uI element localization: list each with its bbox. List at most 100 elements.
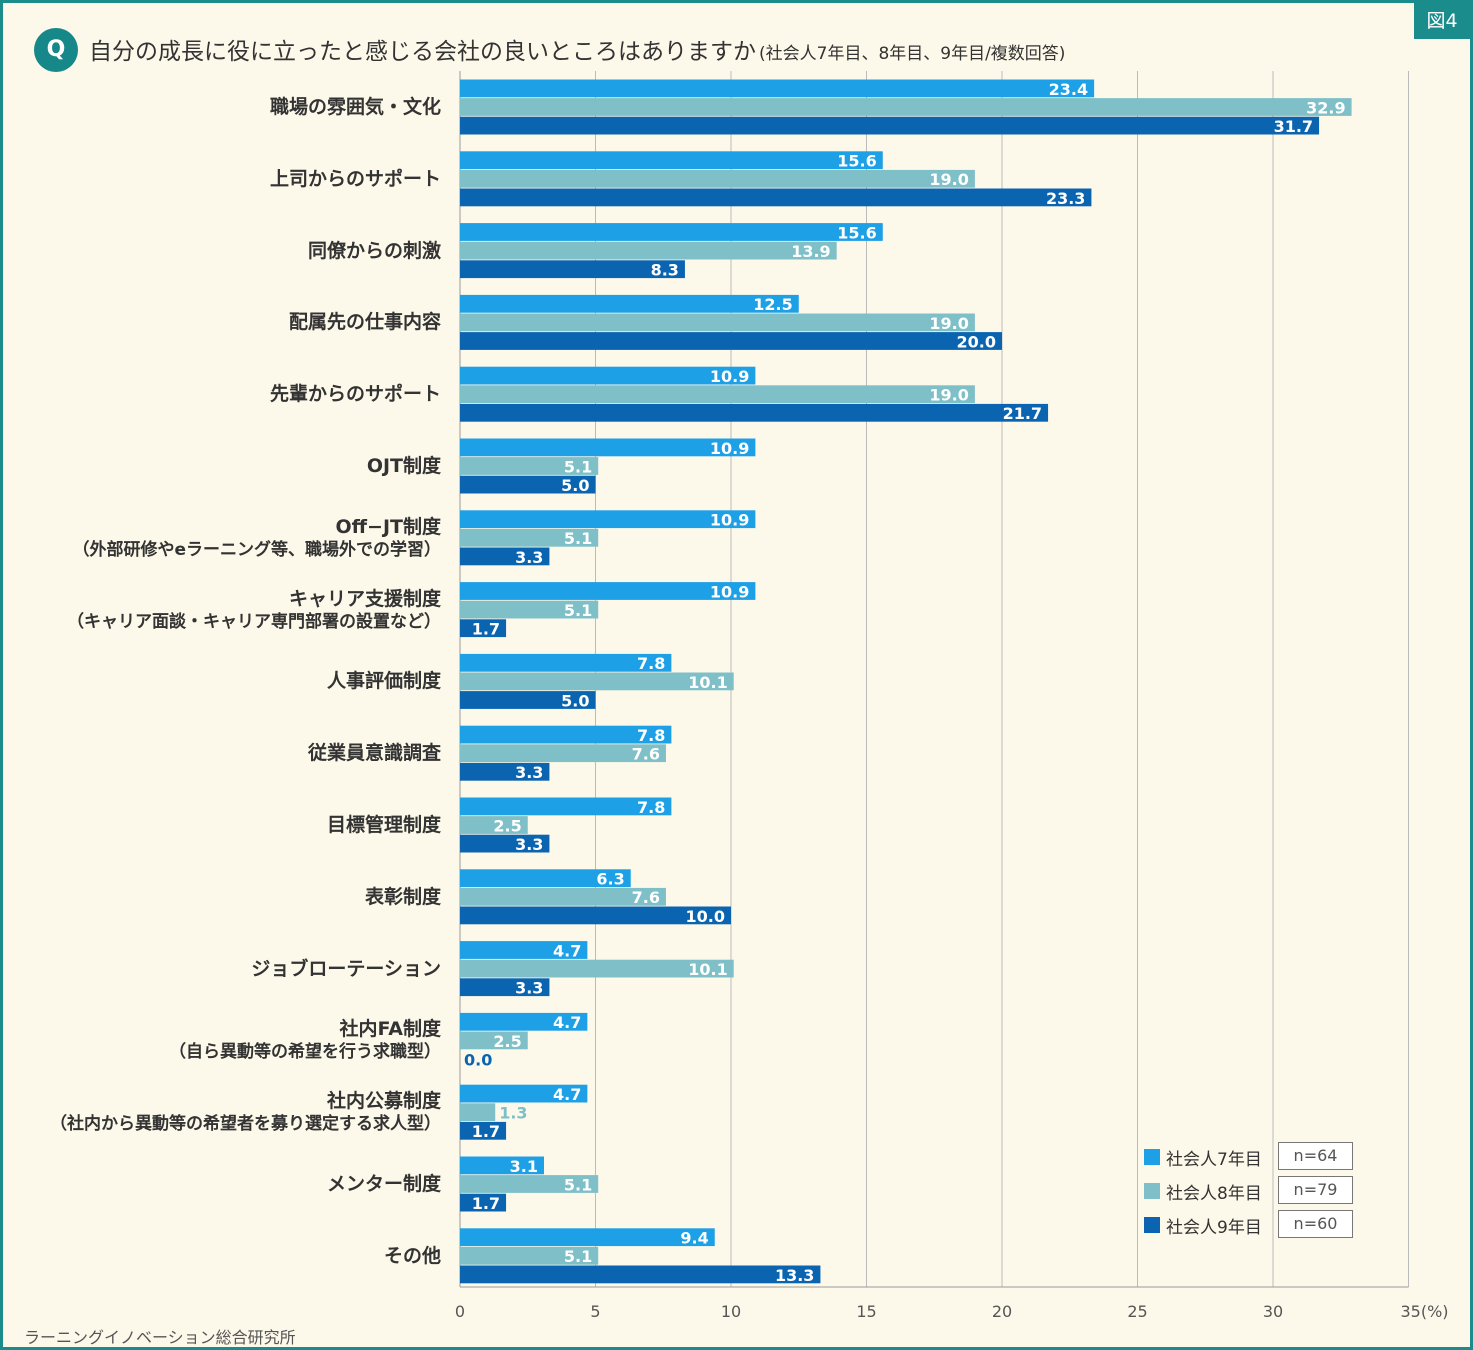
category-label-main: 上司からのサポート <box>269 167 441 190</box>
bar <box>460 457 599 475</box>
bar <box>460 366 756 385</box>
legend-series-name: 社会人8年目 <box>1166 1184 1262 1204</box>
chart-title-text: 自分の成長に役に立ったと感じる会社の良いところはありますか <box>89 39 756 65</box>
bar-value-label: 5.0 <box>561 476 589 495</box>
bar-value-label: 15.6 <box>837 223 876 242</box>
bar-value-label: 3.3 <box>515 548 543 567</box>
bar <box>460 547 550 566</box>
bar-value-label: 10.9 <box>710 439 749 458</box>
bar <box>460 294 799 313</box>
bar-value-label: 5.1 <box>564 1175 592 1194</box>
chart-title: 自分の成長に役に立ったと感じる会社の良いところはありますか (社会人7年目、8年目… <box>89 32 1065 66</box>
bar-value-label: 31.7 <box>1274 117 1313 136</box>
category-label: Off−JT制度 （外部研修やeラーニング等、職場外での学習） <box>72 515 441 561</box>
bar <box>460 834 550 853</box>
bar-value-label: 5.1 <box>564 529 592 548</box>
bar <box>460 672 734 691</box>
bar <box>460 1246 599 1265</box>
bar <box>460 869 631 888</box>
category-label: 従業員意識調査 <box>308 741 441 765</box>
bar <box>460 79 1095 98</box>
bar <box>460 313 975 332</box>
bar-value-label: 3.3 <box>515 835 543 854</box>
x-tick-label: 35(%) <box>1401 1302 1449 1321</box>
category-label: 人事評価制度 <box>327 669 441 693</box>
bar-value-label: 2.5 <box>493 1032 521 1051</box>
bar-value-label: 10.9 <box>710 367 749 386</box>
x-tick-label: 30 <box>1263 1302 1283 1321</box>
bar-value-label: 9.4 <box>680 1229 708 1248</box>
bar <box>460 116 1320 135</box>
bar-value-label: 0.0 <box>464 1050 492 1069</box>
category-label: ジョブローテーション <box>251 957 441 981</box>
bar <box>460 1228 715 1247</box>
bar <box>460 332 1002 350</box>
bar <box>460 887 666 906</box>
category-label-main: 職場の雰囲気・文化 <box>269 95 441 118</box>
category-label-sub: （キャリア面談・キャリア専門部署の設置など） <box>67 611 441 632</box>
bar <box>460 653 672 672</box>
category-label-main: キャリア支援制度 <box>288 587 441 610</box>
legend-item: 社会人8年目 n=79 <box>1144 1176 1359 1204</box>
bar-value-label: 23.3 <box>1046 189 1085 208</box>
category-label-main: OJT制度 <box>366 454 441 477</box>
bar-value-label: 1.7 <box>472 1122 500 1141</box>
figure-label: 図4 <box>1414 3 1470 39</box>
bar-value-label: 3.1 <box>510 1157 538 1176</box>
bar <box>460 169 975 188</box>
category-label: 社内公募制度 （社内から異動等の希望者を募り選定する求人型） <box>50 1089 441 1135</box>
category-label: 表彰制度 <box>365 885 441 909</box>
bar-value-label: 1.7 <box>472 1194 500 1213</box>
bar <box>460 600 599 619</box>
bar <box>460 906 731 925</box>
bar-chart: 0 5 10 15 20 25 30 35(%) 23.4 32.931.7 15.6 19.0 23.… <box>455 71 1449 1321</box>
bar <box>460 438 756 457</box>
bar-value-label: 1.3 <box>499 1104 527 1123</box>
bar-value-label: 7.6 <box>632 745 660 764</box>
bar-value-label: 20.0 <box>957 332 996 351</box>
bar-value-label: 7.8 <box>637 798 665 817</box>
category-label: 同僚からの刺激 <box>308 239 441 263</box>
bar <box>460 385 975 404</box>
category-label: 社内FA制度 （自ら異動等の希望を行う求職型） <box>169 1017 441 1063</box>
bar-value-label: 19.0 <box>929 386 968 405</box>
legend-sample-size: n=60 <box>1278 1210 1353 1238</box>
bar-value-label: 3.3 <box>515 763 543 782</box>
category-label: 先輩からのサポート <box>270 382 441 406</box>
bar-value-label: 5.0 <box>561 691 589 710</box>
category-label: メンター制度 <box>327 1172 441 1196</box>
bar <box>460 816 528 834</box>
bar-value-label: 5.1 <box>564 1247 592 1266</box>
bar-value-label: 2.5 <box>493 816 521 835</box>
x-tick-label: 25 <box>1127 1302 1147 1321</box>
bar <box>460 978 550 997</box>
bar-value-label: 10.9 <box>710 511 749 530</box>
bar-value-label: 4.7 <box>553 1013 581 1032</box>
bar <box>460 151 883 170</box>
category-label: 職場の雰囲気・文化 <box>270 95 441 119</box>
bar-value-label: 19.0 <box>929 314 968 333</box>
category-label-main: Off−JT制度 <box>335 515 442 538</box>
category-label-main: 配属先の仕事内容 <box>288 311 441 334</box>
bar-value-label: 7.8 <box>637 726 665 745</box>
bar <box>460 762 550 781</box>
bar-value-label: 7.8 <box>637 654 665 673</box>
category-label-main: 目標管理制度 <box>326 813 441 836</box>
bar <box>460 1031 528 1050</box>
bar <box>460 98 1352 116</box>
source-credit: ラーニングイノベーション総合研究所 <box>24 1328 296 1347</box>
category-label-main: 表彰制度 <box>364 885 441 908</box>
category-label: 配属先の仕事内容 <box>289 310 441 334</box>
category-label-main: 同僚からの刺激 <box>307 239 441 262</box>
bar <box>460 1103 496 1122</box>
bar-value-label: 21.7 <box>1003 404 1042 423</box>
bar-value-label: 15.6 <box>837 152 876 171</box>
legend-item: 社会人7年目 n=64 <box>1144 1142 1359 1170</box>
category-label: 上司からのサポート <box>270 167 441 191</box>
bar-value-label: 32.9 <box>1306 98 1345 117</box>
legend-item: 社会人9年目 n=60 <box>1144 1210 1359 1238</box>
bar-value-label: 10.1 <box>688 960 727 979</box>
bar-value-label: 5.1 <box>564 457 592 476</box>
bar <box>460 744 666 763</box>
